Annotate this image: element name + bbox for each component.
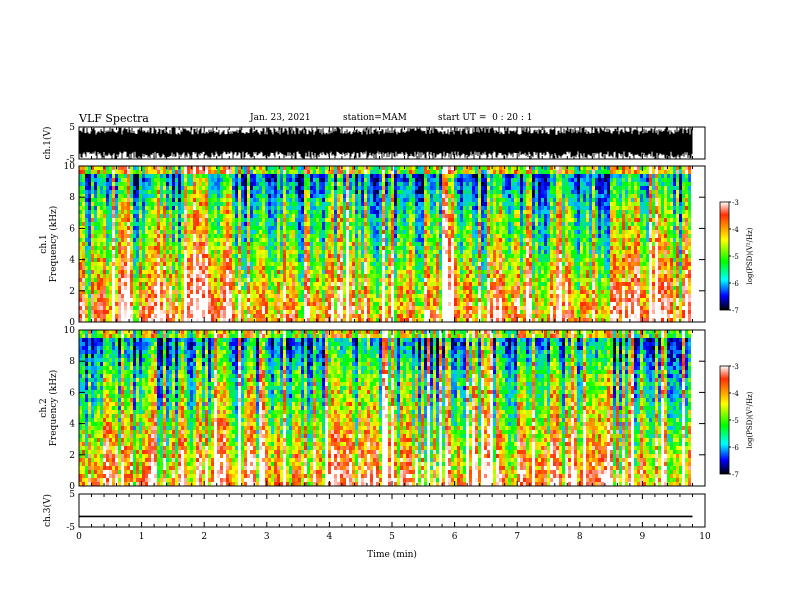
- colorbar-tick-label: -4: [732, 390, 739, 398]
- y-tick-label: 4: [69, 420, 75, 430]
- y-axis-label: Frequency (kHz): [48, 370, 59, 447]
- y-tick-label: -5: [66, 523, 75, 533]
- chart-title: VLF Spectra: [79, 112, 149, 125]
- y-axis-label: Frequency (kHz): [48, 206, 59, 283]
- y-tick-label: 10: [64, 326, 76, 336]
- colorbar-tick-label: -5: [732, 253, 739, 261]
- x-tick-label: 10: [699, 532, 711, 542]
- x-tick-label: 4: [327, 532, 333, 542]
- x-tick-label: 0: [76, 532, 82, 542]
- x-tick-label: 1: [139, 532, 145, 542]
- colorbar-tick-label: -6: [732, 444, 739, 452]
- colorbar-label: log(PSD)(V²/Hz): [746, 227, 754, 284]
- colorbar-tick-label: -5: [732, 417, 739, 425]
- colorbar-tick-label: -3: [732, 363, 739, 371]
- x-tick-label: 7: [514, 532, 520, 542]
- y-tick-label: 5: [69, 490, 75, 500]
- panel-fills: [78, 127, 693, 518]
- x-tick-label: 5: [389, 532, 395, 542]
- colorbar-label: log(PSD)(V²/Hz): [746, 391, 754, 448]
- y-axis-label: ch.1(V): [42, 127, 53, 160]
- start-time-label: start UT = 0 : 20 : 1: [438, 113, 533, 123]
- y-tick-label: 2: [69, 287, 75, 297]
- station-label: station=MAM: [343, 113, 407, 123]
- y-tick-label: 4: [69, 256, 75, 266]
- x-tick-label: 2: [201, 532, 207, 542]
- y-tick-label: 6: [69, 224, 75, 234]
- colorbar: [719, 201, 730, 311]
- colorbar-tick-label: -3: [732, 199, 739, 207]
- colorbar-tick-label: -7: [732, 471, 739, 479]
- date-label: Jan. 23, 2021: [250, 113, 311, 123]
- ch2-spectrogram-cells: [79, 330, 691, 486]
- y-tick-label: 6: [69, 388, 75, 398]
- y-tick-label: 10: [64, 162, 76, 172]
- x-axis-label: Time (min): [367, 549, 417, 560]
- y-tick-label: 5: [69, 123, 75, 133]
- x-tick-label: 6: [452, 532, 458, 542]
- y-tick-label: 8: [69, 357, 75, 367]
- y-tick-label: 0: [69, 482, 75, 492]
- y-axis-label: ch.1: [39, 234, 49, 253]
- x-tick-label: 9: [640, 532, 646, 542]
- ch1-waveform-core: [79, 138, 693, 148]
- x-tick-label: 3: [264, 532, 270, 542]
- colorbar-tick-label: -7: [732, 307, 739, 315]
- ch1-spectrogram-cells: [79, 166, 691, 322]
- y-axis-label: ch.2: [39, 398, 49, 417]
- colorbar-tick-label: -4: [732, 226, 739, 234]
- panel-axes: [78, 126, 731, 528]
- y-axis-label: ch.3(V): [42, 494, 53, 527]
- y-tick-label: 8: [69, 193, 75, 203]
- y-tick-label: 0: [69, 318, 75, 328]
- colorbar-tick-label: -6: [732, 280, 739, 288]
- y-tick-label: 2: [69, 451, 75, 461]
- y-tick-label: -5: [66, 155, 75, 165]
- x-tick-label: 8: [577, 532, 583, 542]
- colorbar: [719, 365, 730, 475]
